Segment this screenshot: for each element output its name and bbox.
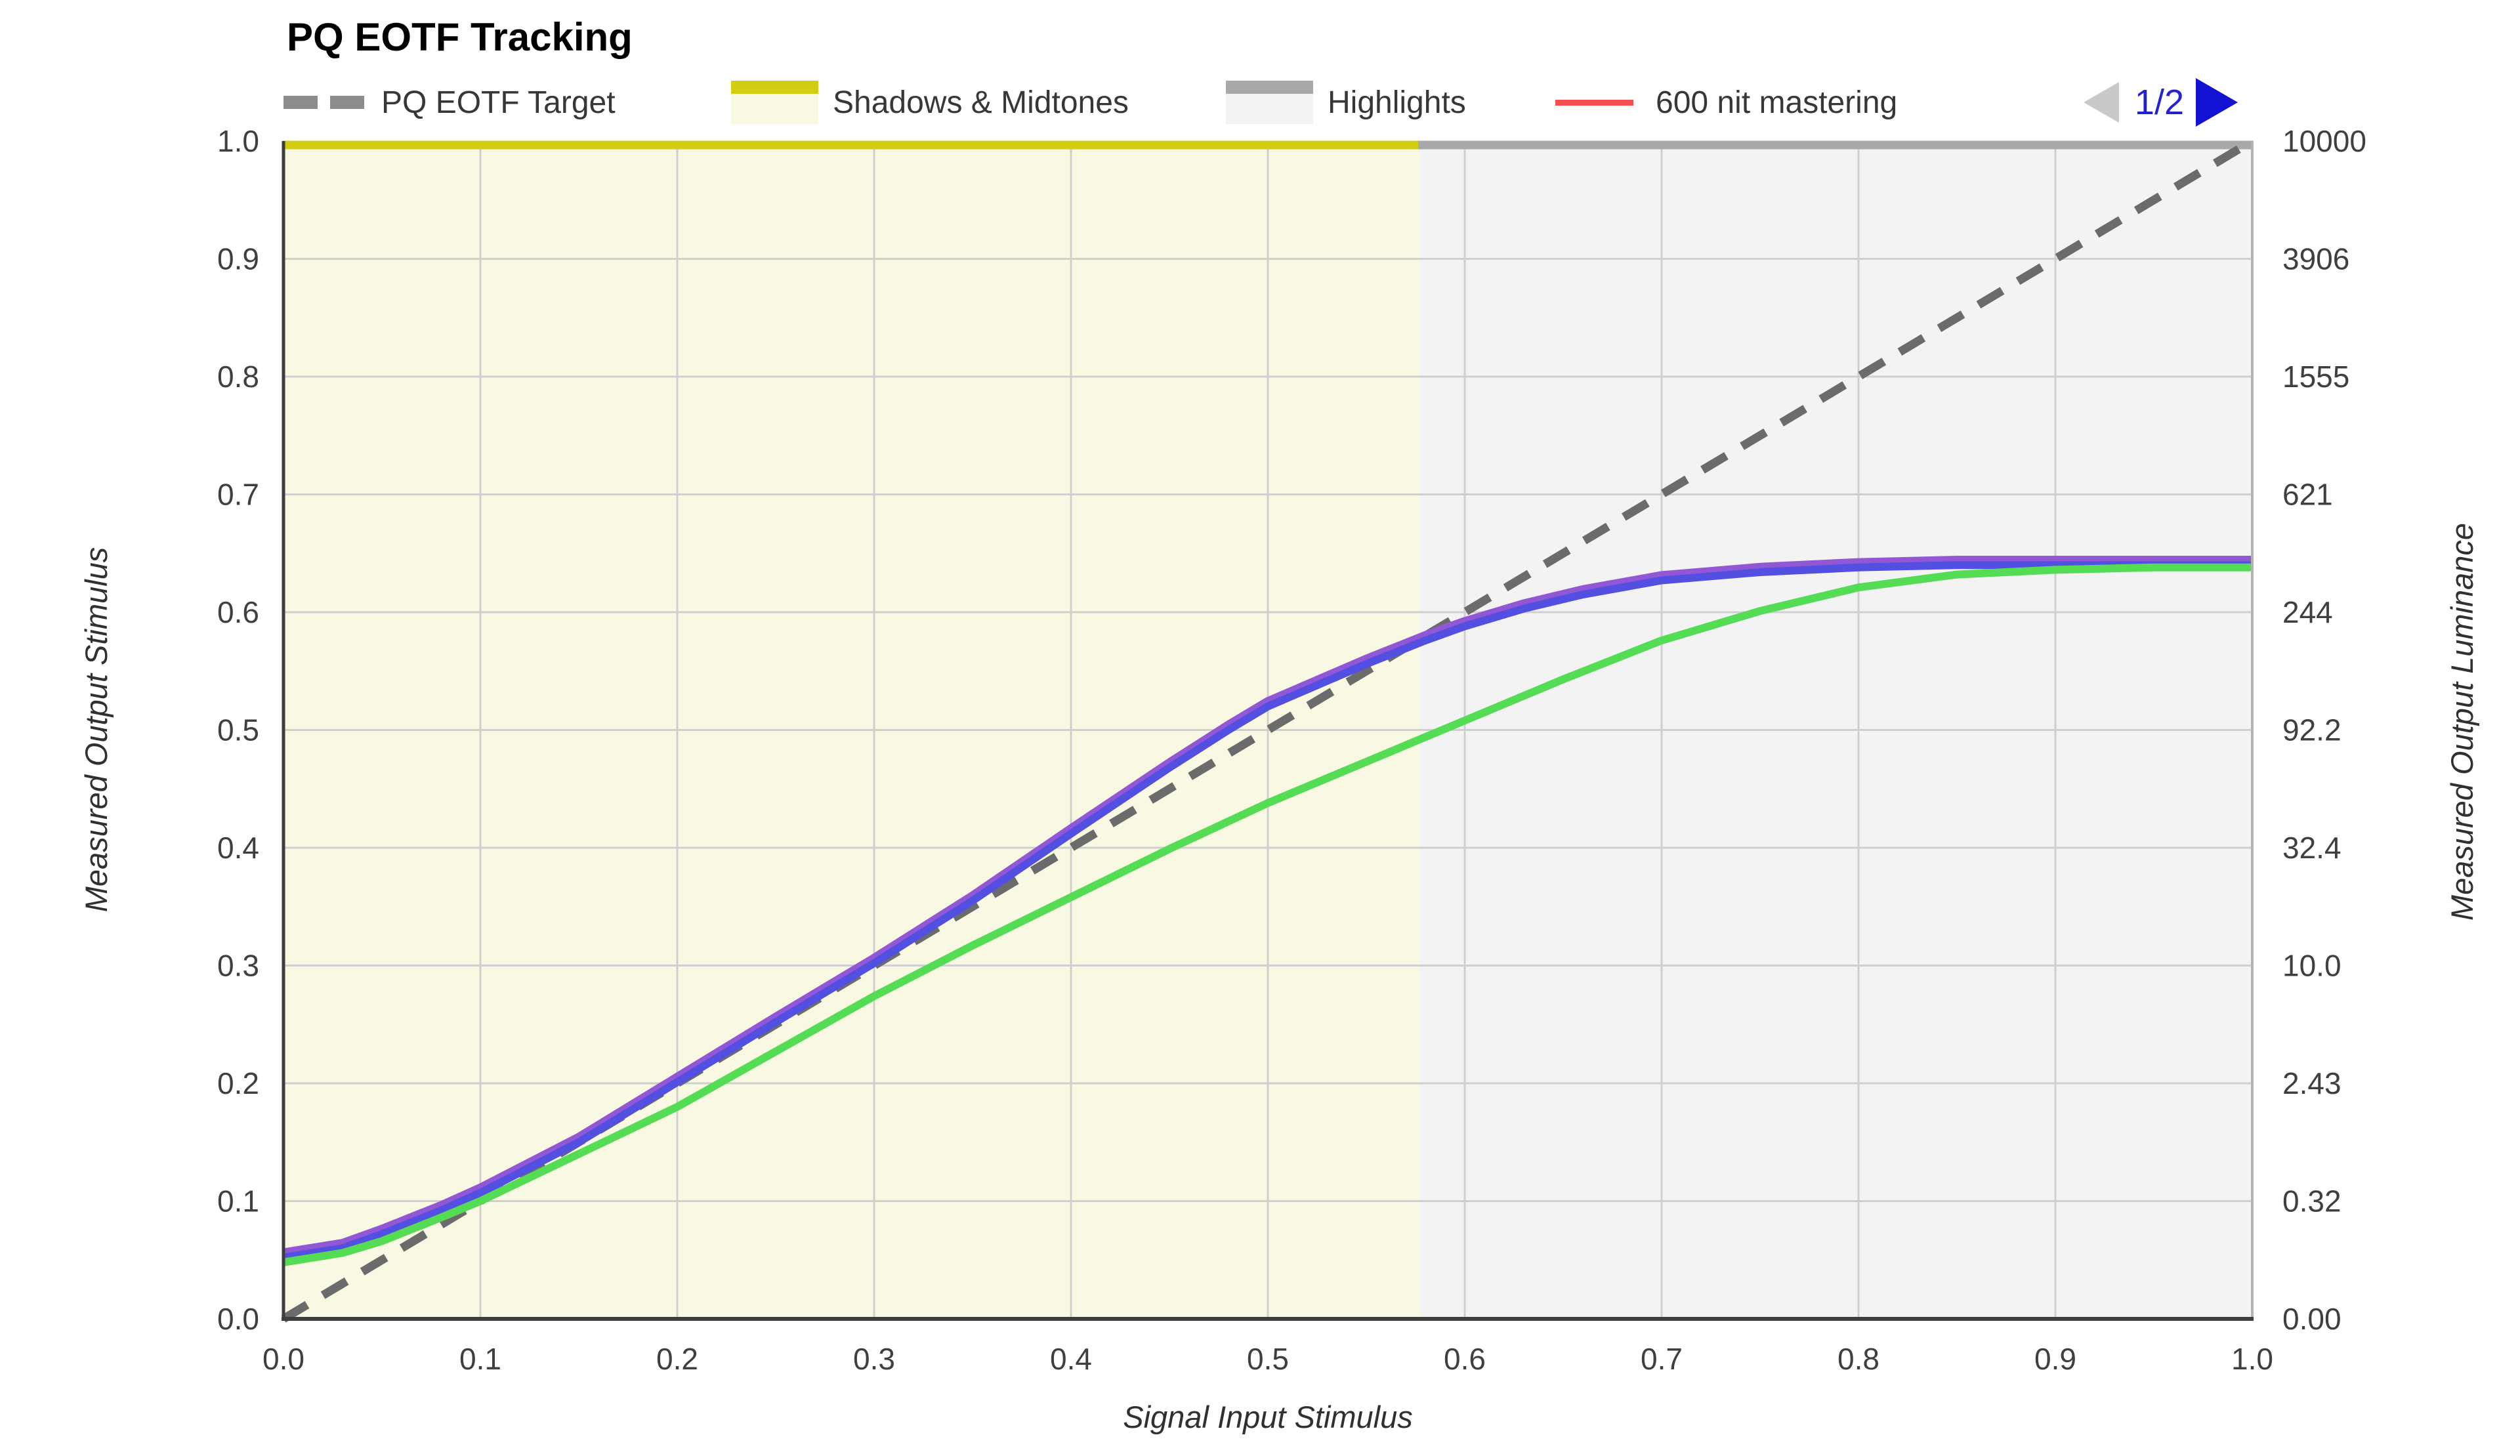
y-left-tick-label: 0.5: [217, 713, 259, 747]
y-left-axis-title: Measured Output Stimulus: [79, 547, 114, 912]
y-right-tick-label: 244: [2282, 595, 2333, 629]
highlights-band-swatch-icon: [1226, 81, 1313, 124]
dashed-line-swatch-icon: [284, 96, 364, 109]
legend-pagination: 1/2: [2083, 77, 2238, 127]
red-line-swatch-icon: [1555, 99, 1633, 106]
legend-item-600-nit-mastering[interactable]: 600 nit mastering: [1555, 77, 1897, 127]
x-tick-label: 0.2: [656, 1342, 698, 1376]
y-left-tick-label: 0.1: [217, 1184, 259, 1218]
x-tick-label: 0.7: [1641, 1342, 1683, 1376]
x-tick-label: 1.0: [2231, 1342, 2273, 1376]
shadows-band-swatch-icon: [731, 81, 818, 124]
y-right-tick-label: 32.4: [2282, 831, 2342, 865]
y-left-tick-label: 1.0: [217, 124, 259, 158]
legend-label: 600 nit mastering: [1656, 85, 1898, 120]
x-tick-label: 0.5: [1247, 1342, 1289, 1376]
y-left-tick-label: 0.6: [217, 595, 259, 629]
x-tick-label: 0.9: [2034, 1342, 2076, 1376]
x-tick-label: 0.3: [853, 1342, 895, 1376]
y-right-tick-label: 621: [2282, 478, 2333, 512]
y-left-tick-label: 0.3: [217, 949, 259, 983]
y-left-tick-label: 0.4: [217, 831, 259, 865]
series-measured-violet: [282, 556, 2252, 1258]
prev-page-arrow-icon[interactable]: [2083, 82, 2119, 123]
y-right-tick-label: 0.32: [2282, 1184, 2342, 1218]
y-right-tick-label: 2.43: [2282, 1066, 2342, 1100]
y-left-tick-label: 0.2: [217, 1066, 259, 1100]
y-right-tick-label: 3906: [2282, 242, 2349, 276]
legend-label: Shadows & Midtones: [833, 85, 1129, 120]
legend-label: PQ EOTF Target: [381, 85, 616, 120]
legend-item-highlights[interactable]: Highlights: [1226, 77, 1466, 127]
x-tick-label: 0.6: [1444, 1342, 1486, 1376]
y-left-tick-label: 0.8: [217, 360, 259, 394]
x-axis-title: Signal Input Stimulus: [1123, 1400, 1413, 1434]
legend-label: Highlights: [1328, 85, 1466, 120]
y-right-tick-label: 1555: [2282, 360, 2349, 394]
y-right-tick-label: 10.0: [2282, 949, 2342, 983]
y-left-tick-label: 0.9: [217, 242, 259, 276]
y-right-tick-label: 0.00: [2282, 1302, 2342, 1336]
chart-title: PQ EOTF Tracking: [287, 15, 633, 59]
page-indicator[interactable]: 1/2: [2134, 83, 2184, 122]
x-tick-label: 0.0: [262, 1342, 304, 1376]
y-right-tick-label: 92.2: [2282, 713, 2342, 747]
x-tick-label: 0.8: [1838, 1342, 1880, 1376]
series-measured-green: [283, 563, 2252, 1266]
y-right-axis-title: Measured Output Luminance: [2445, 523, 2479, 921]
next-page-arrow-icon[interactable]: [2196, 78, 2238, 127]
x-tick-label: 0.1: [459, 1342, 501, 1376]
y-left-tick-label: 0.7: [217, 478, 259, 512]
legend-item-shadows-midtones[interactable]: Shadows & Midtones: [731, 77, 1129, 127]
legend-item-pq-eotf-target[interactable]: PQ EOTF Target: [284, 77, 616, 127]
series-measured-blue: [283, 561, 2252, 1262]
legend: PQ EOTF Target Shadows & Midtones Highli…: [0, 77, 2520, 127]
y-left-tick-label: 0.0: [217, 1302, 259, 1336]
x-tick-label: 0.4: [1050, 1342, 1092, 1376]
y-right-tick-label: 10000: [2282, 124, 2366, 158]
